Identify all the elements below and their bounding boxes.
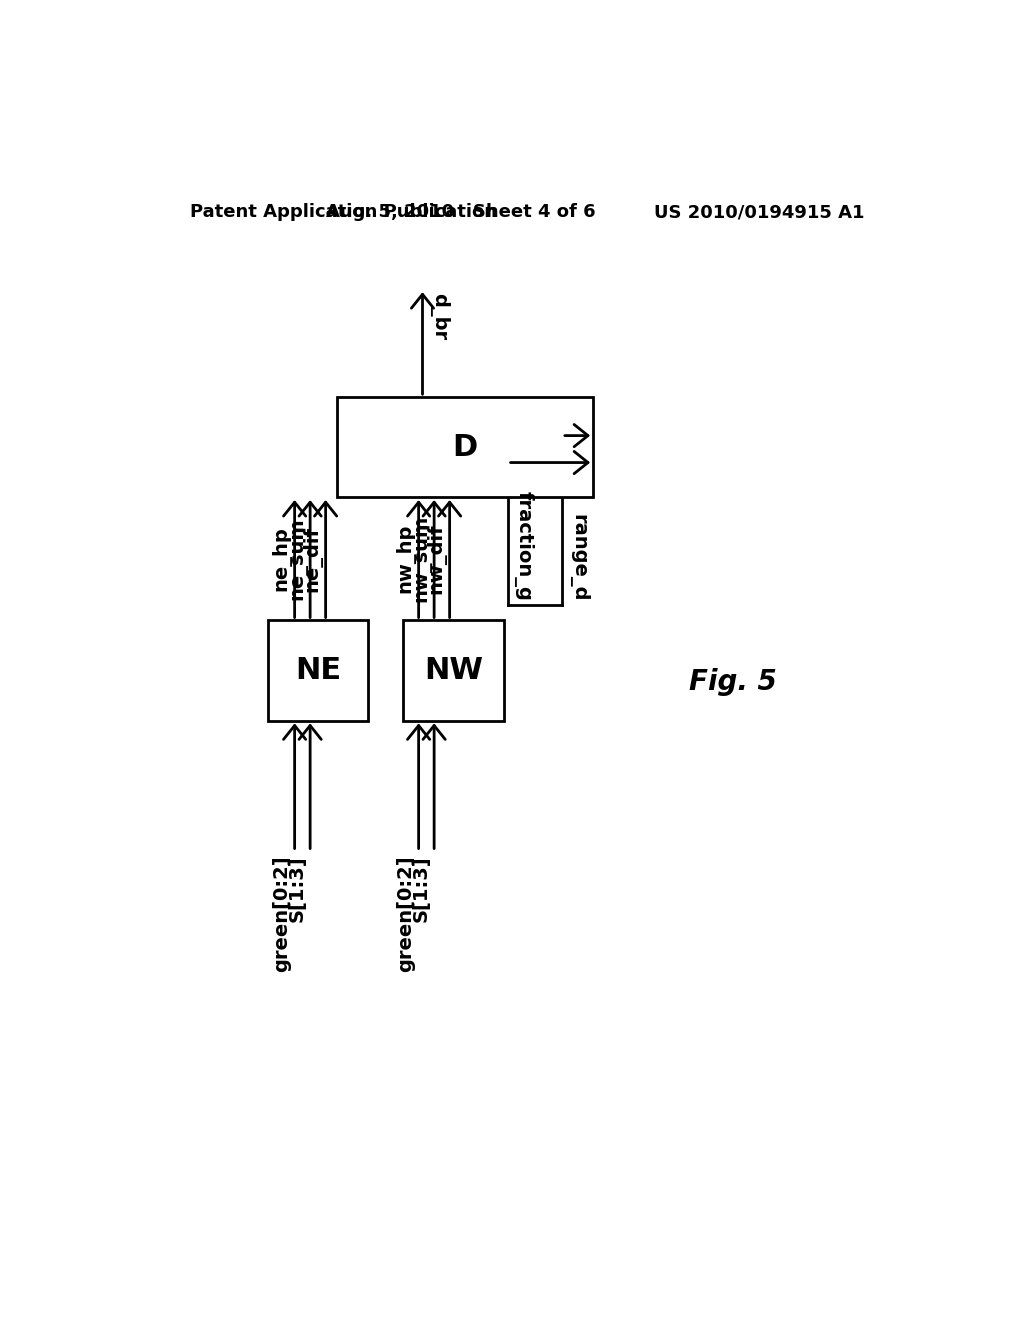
Text: ne_hp: ne_hp	[271, 527, 292, 591]
Bar	[403, 620, 504, 721]
Text: US 2010/0194915 A1: US 2010/0194915 A1	[653, 203, 864, 222]
Text: S[1:3]: S[1:3]	[412, 855, 431, 921]
Text: S[1:3]: S[1:3]	[288, 855, 307, 921]
Text: d_br: d_br	[429, 293, 449, 341]
Text: ne_sum: ne_sum	[288, 517, 307, 601]
Text: NE: NE	[295, 656, 341, 685]
Text: green[0:2]: green[0:2]	[396, 855, 416, 972]
Text: green[0:2]: green[0:2]	[272, 855, 292, 972]
Bar	[267, 620, 369, 721]
Text: NW: NW	[424, 656, 483, 685]
Text: ne_dif: ne_dif	[302, 525, 323, 591]
Text: Patent Application Publication: Patent Application Publication	[190, 203, 497, 222]
Text: D: D	[453, 433, 478, 462]
Text: nw_dif: nw_dif	[427, 524, 446, 594]
Text: nw_hp: nw_hp	[395, 524, 416, 594]
Text: range_d: range_d	[568, 513, 588, 601]
Text: fraction_g: fraction_g	[514, 491, 534, 601]
Text: Fig. 5: Fig. 5	[688, 668, 776, 696]
Text: nw_sum: nw_sum	[412, 515, 431, 602]
Text: Aug. 5, 2010   Sheet 4 of 6: Aug. 5, 2010 Sheet 4 of 6	[327, 203, 596, 222]
Bar	[337, 397, 593, 498]
